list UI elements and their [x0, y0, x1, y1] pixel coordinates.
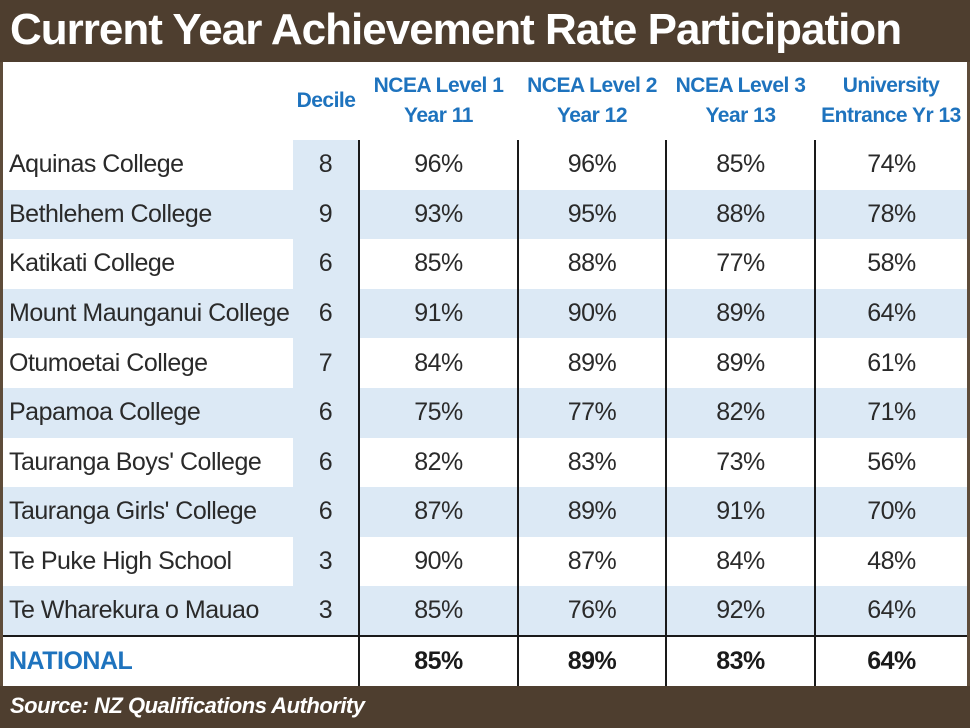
header-ncea-level-3: NCEA Level 3 Year 13 [666, 62, 815, 140]
school-name: Tauranga Girls' College [3, 487, 293, 537]
decile-value: 6 [293, 387, 359, 438]
header-ncea-level-2: NCEA Level 2 Year 12 [518, 62, 666, 140]
header-ncea-level-1: NCEA Level 1 Year 11 [359, 62, 518, 140]
national-ue: 64% [814, 634, 967, 686]
table-body: Aquinas College 8 96% 96% 85% 74% Bethlehem Co… [3, 140, 967, 686]
ue-rate: 64% [814, 288, 967, 339]
ncea2-rate: 89% [517, 338, 666, 388]
national-decile-cell [293, 634, 359, 686]
ncea2-rate: 95% [517, 189, 666, 240]
school-name: Katikati College [9, 249, 175, 278]
school-name: Te Puke High School [9, 547, 232, 576]
ncea2-rate: 76% [517, 586, 666, 636]
ncea3-rate: 89% [665, 288, 815, 339]
ue-rate: 71% [814, 387, 967, 438]
header-school-blank [3, 62, 293, 140]
ncea3-rate: 89% [665, 338, 815, 388]
header-ncea3-line2: Year 13 [705, 104, 776, 127]
ncea3-rate: 82% [665, 387, 815, 438]
ncea2-rate: 88% [517, 239, 666, 289]
ue-rate: 61% [814, 338, 967, 388]
national-label: NATIONAL [3, 634, 293, 686]
header-decile: Decile [293, 62, 359, 140]
achievement-table: Decile NCEA Level 1 Year 11 NCEA Level 2… [3, 62, 967, 686]
ncea3-rate: 73% [665, 437, 815, 488]
header-ncea2-line1: NCEA Level 2 [527, 74, 657, 97]
header-ncea2-line2: Year 12 [556, 104, 628, 127]
ncea1-rate: 75% [358, 387, 518, 438]
national-row: NATIONAL 85% 89% 83% 64% [3, 634, 967, 686]
ue-rate: 74% [814, 140, 967, 190]
header-row: Decile NCEA Level 1 Year 11 NCEA Level 2… [3, 62, 967, 140]
header-ue-line2: Entrance Yr 13 [821, 104, 961, 127]
source-note: Source: NZ Qualifications Authority [0, 686, 970, 728]
decile-value: 6 [293, 487, 359, 537]
table-row: Otumoetai College 7 84% 89% 89% 61% [3, 338, 967, 388]
table-row: Tauranga Boys' College 6 82% 83% 73% 56% [3, 437, 967, 488]
ncea2-rate: 89% [517, 487, 666, 537]
ncea2-rate: 90% [517, 288, 666, 339]
header-ue-line1: University [842, 74, 940, 97]
ncea2-rate: 87% [517, 536, 666, 587]
decile-value: 9 [293, 189, 359, 240]
ncea1-rate: 82% [358, 437, 518, 488]
table-row: Aquinas College 8 96% 96% 85% 74% [3, 140, 967, 190]
school-name: Tauranga Boys' College [9, 447, 262, 476]
ncea2-rate: 96% [517, 140, 666, 190]
ncea2-rate: 77% [517, 387, 666, 438]
ncea3-rate: 91% [665, 487, 815, 537]
school-name: Papamoa College [3, 387, 293, 438]
decile-value: 6 [293, 437, 359, 488]
school-name: Bethlehem College [3, 189, 293, 240]
ue-rate: 58% [814, 239, 967, 289]
ncea1-rate: 85% [358, 239, 518, 289]
ncea3-rate: 77% [665, 239, 815, 289]
header-ncea1-line1: NCEA Level 1 [373, 74, 504, 97]
school-name: Aquinas College [9, 150, 184, 179]
table-row: Papamoa College 6 75% 77% 82% 71% [3, 387, 967, 438]
page-title: Current Year Achievement Rate Participat… [0, 0, 970, 62]
table-row: Te Puke High School 3 90% 87% 84% 48% [3, 536, 967, 587]
table-row: Mount Maunganui College 6 91% 90% 89% 64% [3, 288, 967, 339]
ue-rate: 48% [814, 536, 967, 587]
table-row: Tauranga Girls' College 6 87% 89% 91% 70% [3, 487, 967, 537]
ncea3-rate: 88% [665, 189, 815, 240]
decile-value: 3 [293, 586, 359, 636]
header-ncea1-line2: Year 11 [404, 104, 473, 127]
ncea1-rate: 90% [358, 536, 518, 587]
ncea2-rate: 83% [517, 437, 666, 488]
school-name: Otumoetai College [9, 348, 208, 377]
national-ncea3: 83% [665, 634, 815, 686]
ncea1-rate: 84% [358, 338, 518, 388]
header-ncea3-line1: NCEA Level 3 [675, 74, 806, 97]
ncea3-rate: 85% [665, 140, 815, 190]
decile-value: 3 [293, 536, 359, 587]
national-ncea2: 89% [517, 634, 666, 686]
ncea1-rate: 96% [358, 140, 518, 190]
decile-value: 6 [293, 288, 359, 339]
header-university-entrance: University Entrance Yr 13 [815, 62, 967, 140]
results-table-panel: Decile NCEA Level 1 Year 11 NCEA Level 2… [3, 62, 967, 686]
ncea1-rate: 87% [358, 487, 518, 537]
table-row: Te Wharekura o Mauao 3 85% 76% 92% 64% [3, 586, 967, 636]
ue-rate: 70% [814, 487, 967, 537]
ncea1-rate: 85% [358, 586, 518, 636]
table-row: Katikati College 6 85% 88% 77% 58% [3, 239, 967, 289]
ue-rate: 56% [814, 437, 967, 488]
decile-value: 8 [293, 140, 359, 190]
table-row: Bethlehem College 9 93% 95% 88% 78% [3, 189, 967, 240]
decile-value: 6 [293, 239, 359, 289]
school-name: Te Wharekura o Mauao [3, 586, 293, 636]
ncea1-rate: 93% [358, 189, 518, 240]
school-name: Mount Maunganui College [3, 288, 293, 339]
national-ncea1: 85% [358, 634, 518, 686]
ue-rate: 64% [814, 586, 967, 636]
ncea1-rate: 91% [358, 288, 518, 339]
decile-value: 7 [293, 338, 359, 388]
ue-rate: 78% [814, 189, 967, 240]
ncea3-rate: 92% [665, 586, 815, 636]
ncea3-rate: 84% [665, 536, 815, 587]
